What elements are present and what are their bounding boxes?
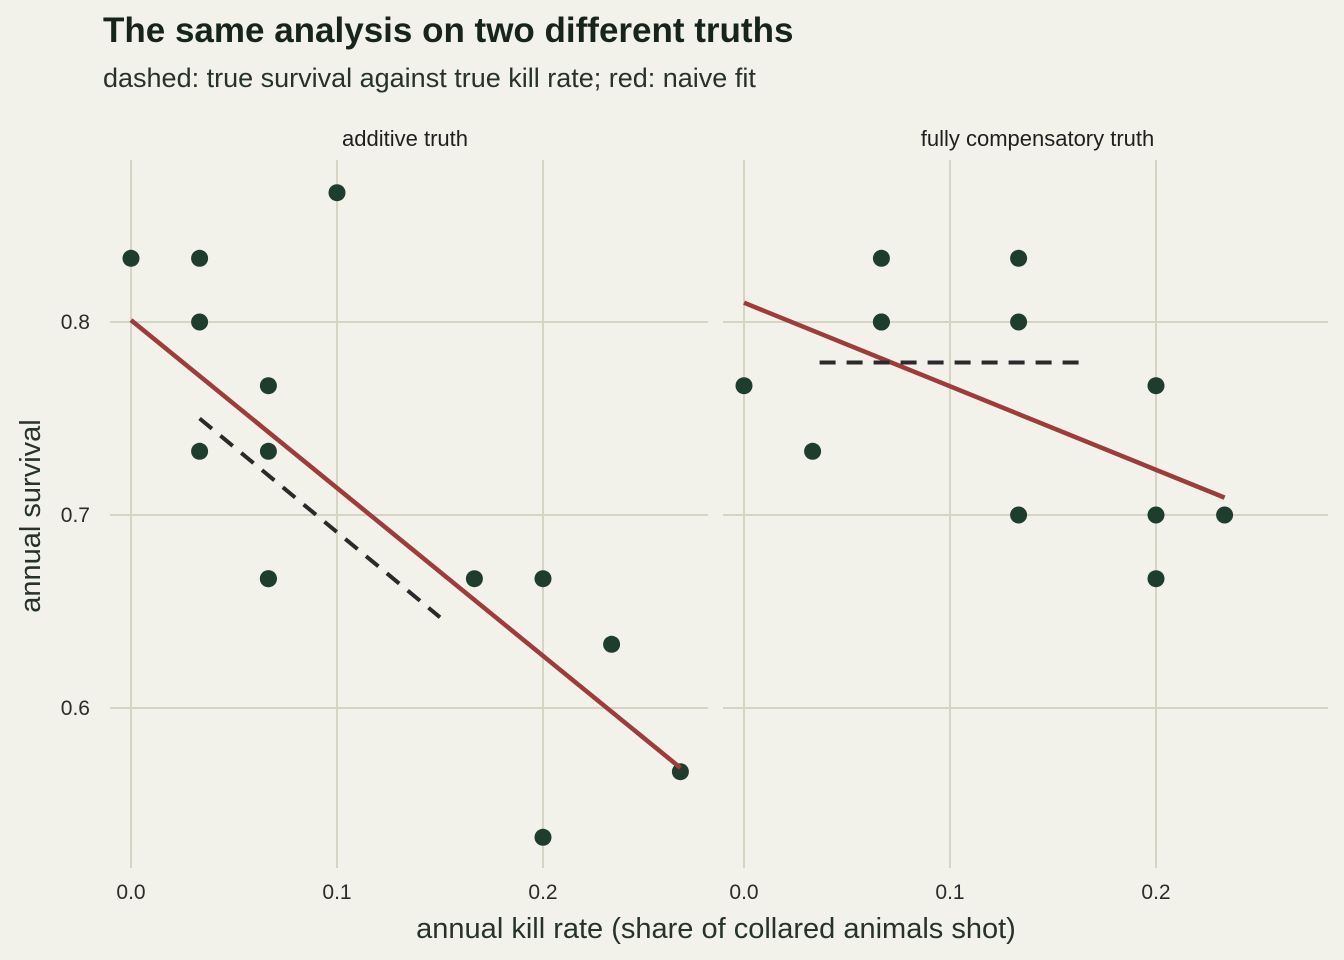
data-point [872, 249, 890, 267]
naive-fit-line [129, 318, 682, 770]
true-survival-dashed-line [198, 416, 442, 619]
data-point [603, 635, 621, 653]
data-point [804, 442, 822, 460]
data-point [191, 442, 209, 460]
data-point [1010, 249, 1028, 267]
data-point [1147, 570, 1165, 588]
panel-strip-label: additive truth [342, 126, 468, 151]
data-point [872, 313, 890, 331]
x-axis-label: annual kill rate (share of collared anim… [416, 913, 1016, 945]
x-tick-label: 0.2 [528, 881, 557, 904]
x-tick-label: 0.1 [935, 881, 964, 904]
data-point [465, 570, 483, 588]
data-point [1216, 506, 1234, 524]
data-point [259, 377, 277, 395]
data-point [328, 184, 346, 202]
x-tick-label: 0.0 [116, 881, 145, 904]
data-point [191, 249, 209, 267]
y-tick-label: 0.8 [61, 311, 90, 334]
naive-fit-line [743, 300, 1226, 500]
panel-strip-label: fully compensatory truth [921, 126, 1155, 151]
y-tick-label: 0.7 [61, 504, 90, 527]
data-point [1147, 506, 1165, 524]
data-point [1147, 377, 1165, 395]
chart-subtitle: dashed: true survival against true kill … [103, 63, 756, 93]
data-point [191, 313, 209, 331]
panel-fully-compensatory-truth: fully compensatory truth 0.0 0.1 0.2 [723, 126, 1328, 904]
chart-title: The same analysis on two different truth… [103, 11, 794, 50]
data-point [735, 377, 753, 395]
data-point [534, 570, 552, 588]
x-tick-label: 0.1 [322, 881, 351, 904]
data-point [122, 249, 140, 267]
data-point [259, 570, 277, 588]
data-point [534, 828, 552, 846]
x-tick-label: 0.2 [1141, 881, 1170, 904]
data-point [1010, 313, 1028, 331]
data-point [259, 442, 277, 460]
x-tick-label: 0.0 [729, 881, 758, 904]
data-point [671, 763, 689, 781]
panel-additive-truth: additive truth 0.0 0.1 0.2 0.6 0.7 0.8 [61, 126, 708, 904]
y-tick-label: 0.6 [61, 697, 90, 720]
y-axis-label: annual survival [15, 419, 47, 612]
data-point [1010, 506, 1028, 524]
